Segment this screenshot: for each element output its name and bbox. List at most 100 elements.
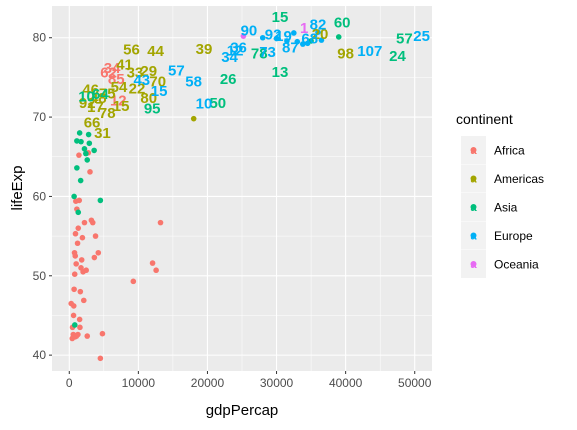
legend-item-americas: a Americas <box>461 164 544 193</box>
americas-text-label: 70 <box>149 73 166 90</box>
y-tick-label: 40 <box>33 348 47 362</box>
asia-text-label: 95 <box>144 100 161 117</box>
asia-text-label: 26 <box>220 71 237 88</box>
y-axis-ticks: 40 50 60 70 80 <box>33 31 52 362</box>
africa-point <box>83 267 89 274</box>
x-tick-label: 40000 <box>329 376 363 390</box>
europe-text-label: 73 <box>259 44 276 61</box>
oceania-text-label: 1 <box>300 20 308 37</box>
europe-point <box>273 35 280 42</box>
asia-point <box>83 150 89 157</box>
africa-point <box>97 355 104 362</box>
europe-point <box>294 38 301 45</box>
legend-point-oceania <box>470 261 477 267</box>
oceania-point <box>240 33 247 39</box>
africa-point <box>149 260 156 266</box>
africa-point <box>99 330 106 337</box>
legend-glyph-africa: a <box>470 145 477 157</box>
legend-item-oceania: a Oceania <box>461 250 539 278</box>
europe-point <box>259 34 266 41</box>
asia-point <box>97 197 104 204</box>
africa-point <box>91 254 98 261</box>
americas-text-label: 15 <box>113 98 130 115</box>
y-tick-label: 60 <box>33 189 47 203</box>
asia-text-label: 15 <box>272 9 289 26</box>
asia-point <box>74 138 80 144</box>
asia-text-label: 78 <box>251 46 268 63</box>
legend-item-europe: a Europe <box>461 221 533 250</box>
asia-text-label: 10 <box>78 88 95 105</box>
europe-text-label: 57 <box>168 62 185 79</box>
africa-text-label: 12 <box>110 92 127 109</box>
y-tick-label: 70 <box>33 110 47 124</box>
asia-text-label: 13 <box>272 64 289 81</box>
africa-point <box>153 267 159 274</box>
legend-point-americas <box>470 175 477 182</box>
x-axis-title: gdpPercap <box>206 402 279 419</box>
americas-text-label: 41 <box>116 57 133 74</box>
asia-point <box>72 322 78 328</box>
x-tick-label: 30000 <box>260 376 294 390</box>
americas-text-label: 66 <box>84 115 101 132</box>
asia-point <box>86 140 93 147</box>
americas-text-label: 78 <box>99 105 116 122</box>
africa-point <box>89 219 96 226</box>
americas-text-label: 48 <box>90 90 107 107</box>
africa-point <box>79 234 86 241</box>
legend-label-oceania: Oceania <box>494 258 539 272</box>
asia-point <box>91 147 97 154</box>
minor-gridlines <box>52 6 432 371</box>
americas-text-label: 31 <box>94 125 111 142</box>
europe-text-label: 12 <box>227 42 244 59</box>
legend-label-africa: Africa <box>494 144 525 158</box>
africa-point <box>77 324 83 331</box>
asia-point <box>335 34 342 40</box>
legend-glyph-americas: a <box>470 174 477 186</box>
legend-label-asia: Asia <box>494 201 518 215</box>
europe-text-label: 36 <box>230 39 247 56</box>
africa-point <box>76 152 82 158</box>
asia-point <box>78 138 84 145</box>
americas-text-label: 56 <box>123 42 140 59</box>
asia-point <box>77 177 84 184</box>
europe-text-label: 82 <box>310 16 327 33</box>
europe-text-label: 92 <box>265 27 282 44</box>
asia-point <box>75 209 82 216</box>
y-axis-title: lifeExp <box>9 165 26 210</box>
legend-title: continent <box>456 111 513 127</box>
americas-text-label: 20 <box>312 26 329 43</box>
asia-text-label: 24 <box>389 48 406 65</box>
americas-text-label: 17 <box>87 99 104 116</box>
europe-text-label: 87 <box>282 39 299 56</box>
africa-point <box>72 230 79 237</box>
americas-text-label: 22 <box>129 81 146 98</box>
africa-point <box>76 316 83 323</box>
europe-text-label: 34 <box>221 49 238 66</box>
europe-text-label: 68 <box>301 31 318 48</box>
africa-point <box>70 312 77 319</box>
africa-point <box>87 169 93 175</box>
africa-point <box>75 331 81 338</box>
asia-text-label: 50 <box>209 95 226 112</box>
africa-point <box>81 219 88 226</box>
asia-text-label: 57 <box>396 31 413 48</box>
legend-glyph-asia: a <box>470 202 477 214</box>
africa-point <box>70 303 77 309</box>
asia-point <box>76 130 83 136</box>
x-axis-ticks: 0 10000 20000 30000 40000 50000 <box>66 371 432 390</box>
americas-text-label: 29 <box>140 63 157 80</box>
europe-point <box>304 40 311 47</box>
africa-point <box>77 288 84 295</box>
legend-glyph-europe: a <box>470 231 477 243</box>
africa-text-label: 62 <box>100 65 117 82</box>
x-tick-label: 20000 <box>191 376 225 390</box>
africa-point <box>71 271 78 277</box>
asia-point <box>85 131 92 138</box>
africa-text-label: 34 <box>104 60 121 77</box>
europe-text-label: 43 <box>133 72 150 89</box>
americas-text-label: 39 <box>196 41 213 58</box>
major-gridlines <box>52 6 432 371</box>
asia-point <box>84 157 91 163</box>
europe-text-label: 107 <box>357 43 382 60</box>
europe-text-label: 90 <box>241 23 258 40</box>
